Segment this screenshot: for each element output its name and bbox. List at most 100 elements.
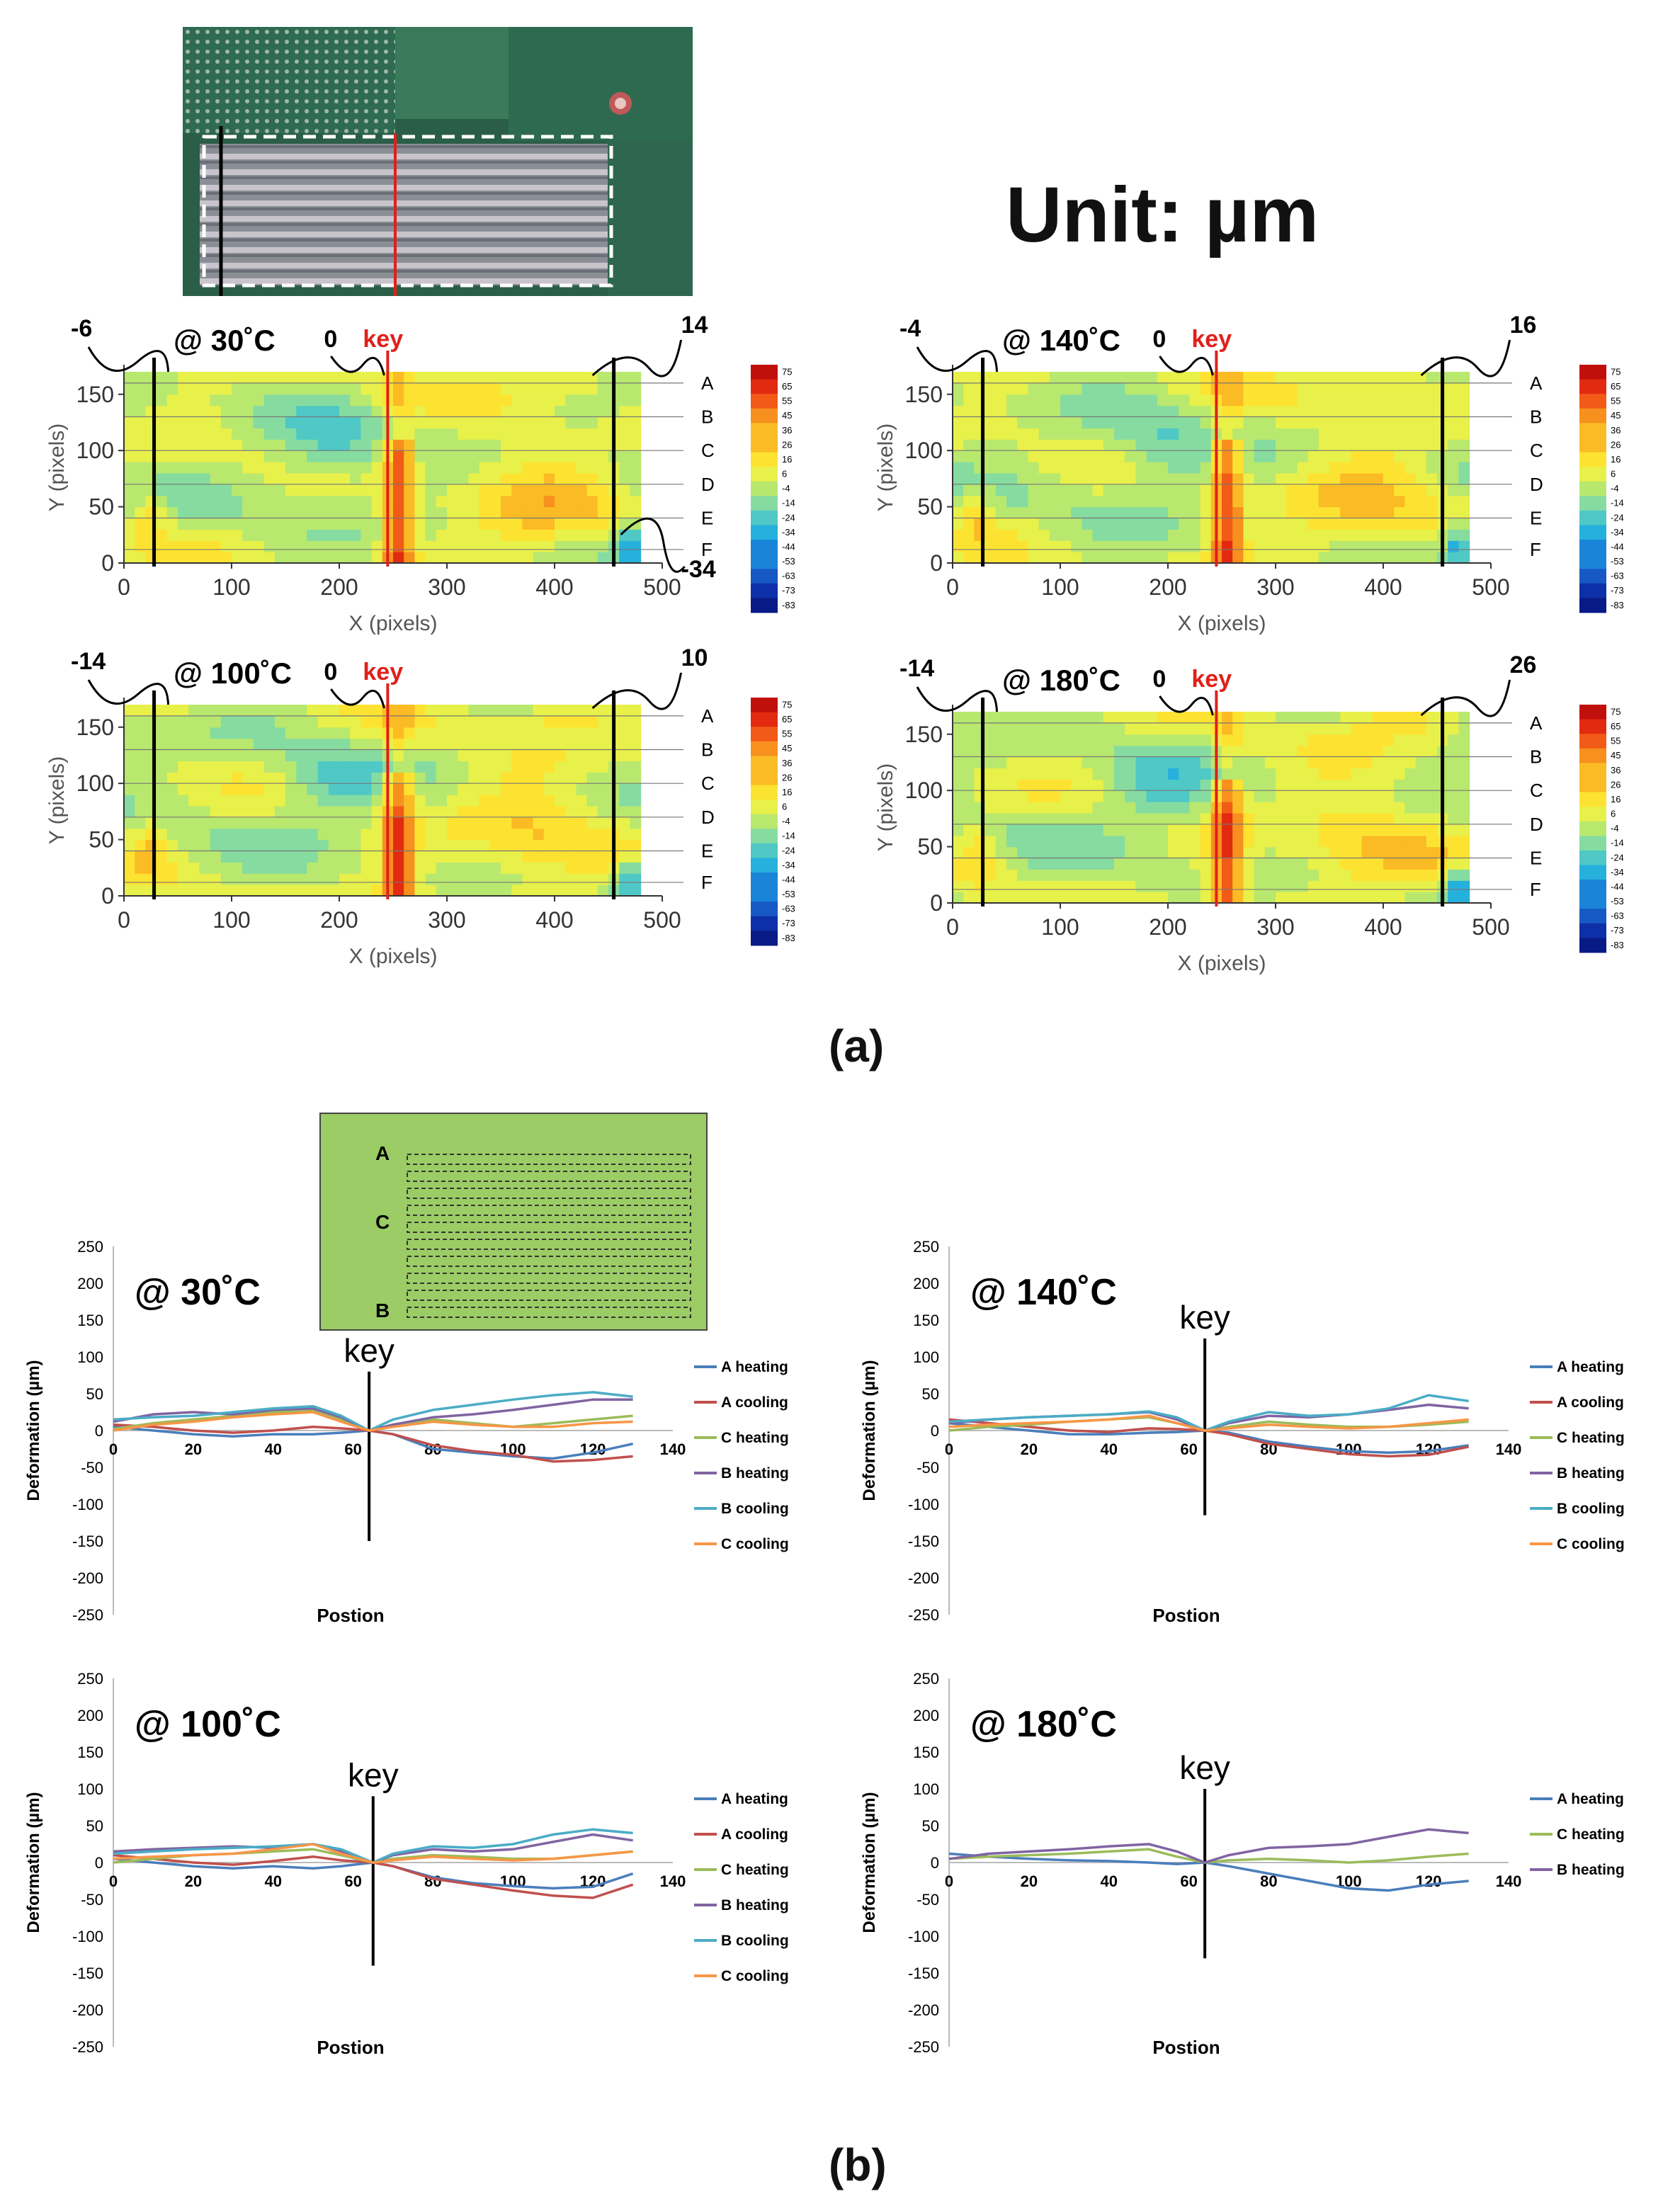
contour-cell	[1179, 869, 1190, 881]
contour-cell	[1179, 734, 1190, 746]
contour-cell	[199, 495, 211, 508]
contour-cell	[511, 862, 523, 874]
contour-cell	[1038, 439, 1050, 451]
contour-cell	[984, 382, 997, 395]
contour-cell	[479, 394, 491, 406]
contour-cell	[1179, 790, 1190, 802]
contour-cell	[565, 439, 577, 451]
contour-cell	[1189, 405, 1201, 418]
colorbar-tick-label: 6	[1611, 809, 1616, 819]
contour-cell	[586, 715, 598, 728]
legend-label: A cooling	[721, 1394, 788, 1411]
contour-cell	[436, 462, 448, 474]
contour-cell	[1458, 790, 1470, 802]
contour-cell	[1415, 428, 1427, 440]
colorbar-tick-label: 75	[782, 699, 792, 710]
contour-cell	[361, 828, 373, 841]
contour-cell	[1318, 790, 1330, 802]
contour-cell	[232, 715, 243, 728]
contour-cell	[307, 873, 319, 885]
contour-cell	[404, 372, 415, 384]
contour-cell	[1200, 869, 1212, 881]
contour-cell	[1307, 540, 1319, 552]
contour-cell	[1028, 495, 1040, 508]
contour-cell	[1125, 472, 1136, 485]
contour-cell	[350, 416, 361, 429]
colorbar-tick-label: 65	[1611, 381, 1621, 392]
contour-cell	[1276, 472, 1287, 485]
colorbar-segment	[751, 727, 778, 742]
contour-cell	[135, 416, 146, 429]
contour-cell	[1243, 712, 1255, 724]
contour-cell	[296, 484, 307, 496]
contour-cell	[1394, 495, 1405, 508]
contour-cell	[501, 873, 512, 885]
contour-cell	[1038, 779, 1050, 791]
contour-cell	[533, 518, 545, 530]
contour-cell	[1383, 768, 1395, 780]
contour-cell	[619, 783, 630, 795]
contour-cell	[1060, 529, 1072, 541]
contour-cell	[1168, 745, 1179, 758]
x-tick-label: 40	[264, 1440, 281, 1458]
contour-cell	[1189, 756, 1201, 769]
contour-cell	[1340, 745, 1351, 758]
contour-cell	[1276, 846, 1287, 859]
contour-cell	[1071, 439, 1082, 451]
contour-cell	[630, 495, 642, 508]
left-value: -14	[71, 648, 106, 675]
contour-cell	[274, 428, 286, 440]
contour-cell	[1060, 768, 1072, 780]
contour-cell	[1286, 552, 1298, 564]
contour-cell	[274, 727, 286, 739]
contour-cell	[489, 885, 501, 897]
contour-cell	[479, 518, 491, 530]
contour-cell	[501, 472, 512, 485]
contour-cell	[361, 772, 373, 784]
contour-cell	[1383, 756, 1395, 769]
contour-cell	[533, 772, 545, 784]
contour-cell	[1361, 382, 1373, 395]
contour-cell	[1168, 812, 1179, 825]
contour-cell	[188, 382, 200, 395]
contour-cell	[339, 795, 351, 807]
contour-cell	[1232, 416, 1244, 429]
contour-cell	[1222, 835, 1233, 848]
contour-cell	[1017, 846, 1028, 859]
contour-cell	[425, 394, 437, 406]
contour-cell	[1038, 462, 1050, 474]
contour-cell	[1125, 756, 1136, 769]
contour-cell	[1168, 768, 1179, 780]
contour-cell	[1404, 745, 1417, 758]
colorbar-segment	[1579, 423, 1606, 438]
contour-cell	[285, 540, 297, 552]
contour-cell	[404, 428, 415, 440]
contour-cell	[1060, 756, 1072, 769]
contour-cell	[1092, 372, 1104, 384]
contour-cell	[1329, 518, 1341, 530]
contour-cell	[447, 552, 458, 564]
contour-cell	[1179, 768, 1190, 780]
contour-cell	[1232, 394, 1244, 406]
contour-cell	[1200, 439, 1212, 451]
contour-cell	[393, 805, 404, 818]
contour-cell	[361, 715, 373, 728]
y-tick-label: -150	[72, 1533, 103, 1550]
colorbar-tick-label: -73	[782, 585, 795, 596]
contour-cell	[1264, 552, 1276, 564]
contour-cell	[307, 518, 319, 530]
contour-cell	[533, 873, 545, 885]
contour-cell	[597, 372, 609, 384]
contour-cell	[285, 851, 297, 863]
colorbar-segment	[1579, 909, 1606, 924]
contour-cell	[1264, 472, 1276, 485]
contour-cell	[1404, 892, 1417, 904]
contour-cell	[1103, 756, 1115, 769]
contour-cell	[1340, 790, 1351, 802]
contour-cell	[565, 416, 577, 429]
colorbar-segment	[1579, 865, 1606, 880]
contour-cell	[242, 529, 254, 541]
contour-cell	[447, 727, 458, 739]
contour-cell	[317, 817, 329, 829]
